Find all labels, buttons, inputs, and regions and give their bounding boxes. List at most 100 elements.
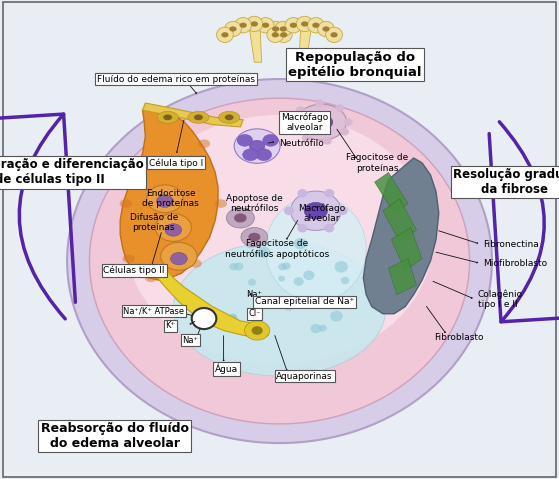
Ellipse shape bbox=[307, 18, 324, 33]
Ellipse shape bbox=[215, 199, 227, 208]
Circle shape bbox=[291, 121, 300, 129]
Ellipse shape bbox=[237, 135, 253, 147]
Ellipse shape bbox=[267, 22, 284, 37]
Polygon shape bbox=[375, 172, 408, 213]
Text: Água: Água bbox=[215, 364, 238, 374]
Text: Colagênio
tipo I e II: Colagênio tipo I e II bbox=[478, 289, 523, 309]
Circle shape bbox=[315, 99, 324, 107]
Ellipse shape bbox=[226, 208, 254, 228]
Ellipse shape bbox=[252, 326, 263, 335]
Ellipse shape bbox=[243, 149, 258, 161]
Ellipse shape bbox=[263, 135, 278, 147]
Polygon shape bbox=[363, 158, 439, 314]
Text: Macrófago
alveolar: Macrófago alveolar bbox=[298, 203, 345, 223]
Circle shape bbox=[297, 189, 307, 198]
Text: Resolução gradual
da fibrose: Resolução gradual da fibrose bbox=[453, 168, 559, 196]
Circle shape bbox=[278, 275, 285, 282]
Ellipse shape bbox=[290, 23, 297, 28]
FancyBboxPatch shape bbox=[3, 2, 556, 477]
Ellipse shape bbox=[245, 321, 269, 340]
Ellipse shape bbox=[266, 196, 366, 302]
Ellipse shape bbox=[280, 32, 287, 37]
Ellipse shape bbox=[225, 22, 241, 37]
Ellipse shape bbox=[296, 16, 313, 32]
Ellipse shape bbox=[234, 214, 247, 222]
Text: Neutrófilo: Neutrófilo bbox=[280, 139, 324, 148]
Ellipse shape bbox=[163, 114, 172, 120]
Ellipse shape bbox=[330, 32, 338, 37]
Polygon shape bbox=[249, 24, 262, 62]
Ellipse shape bbox=[155, 214, 191, 241]
Text: Reabsorção do fluído
do edema alveolar: Reabsorção do fluído do edema alveolar bbox=[41, 422, 188, 450]
Ellipse shape bbox=[275, 22, 292, 37]
Circle shape bbox=[324, 189, 334, 198]
Ellipse shape bbox=[190, 259, 202, 268]
Text: Células tipo II: Células tipo II bbox=[103, 266, 165, 275]
Circle shape bbox=[302, 134, 311, 142]
Text: Fluído do edema rico em proteínas: Fluído do edema rico em proteínas bbox=[97, 75, 255, 83]
Ellipse shape bbox=[246, 16, 263, 32]
Text: Fagocitose de
proteínas: Fagocitose de proteínas bbox=[346, 153, 409, 172]
Ellipse shape bbox=[188, 112, 209, 124]
Circle shape bbox=[248, 279, 256, 285]
Ellipse shape bbox=[280, 26, 287, 32]
Circle shape bbox=[258, 247, 271, 258]
Ellipse shape bbox=[291, 191, 341, 230]
Text: Difusão de
proteínas: Difusão de proteínas bbox=[130, 213, 178, 232]
Ellipse shape bbox=[229, 26, 236, 32]
Ellipse shape bbox=[241, 228, 268, 247]
Circle shape bbox=[340, 128, 349, 136]
Polygon shape bbox=[389, 259, 416, 295]
Circle shape bbox=[334, 261, 348, 273]
FancyArrowPatch shape bbox=[489, 122, 559, 322]
Circle shape bbox=[294, 238, 307, 249]
Ellipse shape bbox=[296, 104, 347, 140]
Ellipse shape bbox=[310, 114, 333, 130]
Text: Na⁺/K⁺ ATPase: Na⁺/K⁺ ATPase bbox=[123, 307, 184, 316]
Text: Na⁺: Na⁺ bbox=[182, 336, 198, 344]
Text: Canal epitelial de Na⁺: Canal epitelial de Na⁺ bbox=[255, 297, 354, 306]
Ellipse shape bbox=[276, 27, 292, 43]
Circle shape bbox=[278, 263, 287, 271]
Ellipse shape bbox=[170, 252, 187, 265]
Circle shape bbox=[341, 277, 349, 284]
Circle shape bbox=[324, 224, 334, 232]
Text: Cl⁻: Cl⁻ bbox=[248, 309, 260, 318]
Text: Macrófago
alveolar: Macrófago alveolar bbox=[281, 112, 328, 132]
Ellipse shape bbox=[126, 115, 433, 364]
Ellipse shape bbox=[165, 224, 182, 236]
Text: Endocitose
de proteínas: Endocitose de proteínas bbox=[142, 189, 199, 208]
FancyArrowPatch shape bbox=[0, 114, 75, 319]
Ellipse shape bbox=[89, 98, 470, 424]
Circle shape bbox=[319, 325, 327, 331]
Ellipse shape bbox=[256, 149, 272, 161]
Ellipse shape bbox=[272, 26, 280, 32]
Ellipse shape bbox=[267, 27, 283, 43]
Ellipse shape bbox=[221, 32, 229, 37]
Ellipse shape bbox=[122, 254, 135, 263]
Text: K⁺: K⁺ bbox=[165, 321, 176, 330]
Circle shape bbox=[229, 314, 238, 322]
Ellipse shape bbox=[120, 199, 132, 208]
Circle shape bbox=[245, 238, 257, 249]
Circle shape bbox=[284, 206, 294, 215]
Ellipse shape bbox=[326, 27, 343, 43]
Polygon shape bbox=[154, 268, 268, 338]
Ellipse shape bbox=[318, 22, 334, 37]
Text: Repopulação do
epitélio bronquial: Repopulação do epitélio bronquial bbox=[288, 51, 421, 79]
Polygon shape bbox=[143, 103, 243, 127]
Circle shape bbox=[330, 311, 343, 321]
Ellipse shape bbox=[157, 112, 178, 124]
Circle shape bbox=[323, 137, 332, 145]
Ellipse shape bbox=[194, 114, 203, 120]
Ellipse shape bbox=[248, 233, 260, 241]
Ellipse shape bbox=[225, 114, 234, 120]
Circle shape bbox=[283, 301, 295, 311]
Polygon shape bbox=[299, 24, 312, 62]
Ellipse shape bbox=[323, 26, 330, 32]
Ellipse shape bbox=[250, 21, 258, 27]
Circle shape bbox=[192, 308, 216, 329]
Polygon shape bbox=[120, 108, 218, 280]
Ellipse shape bbox=[312, 23, 320, 28]
Text: Fagocitose de
neutrófilos apoptóticos: Fagocitose de neutrófilos apoptóticos bbox=[225, 239, 329, 259]
